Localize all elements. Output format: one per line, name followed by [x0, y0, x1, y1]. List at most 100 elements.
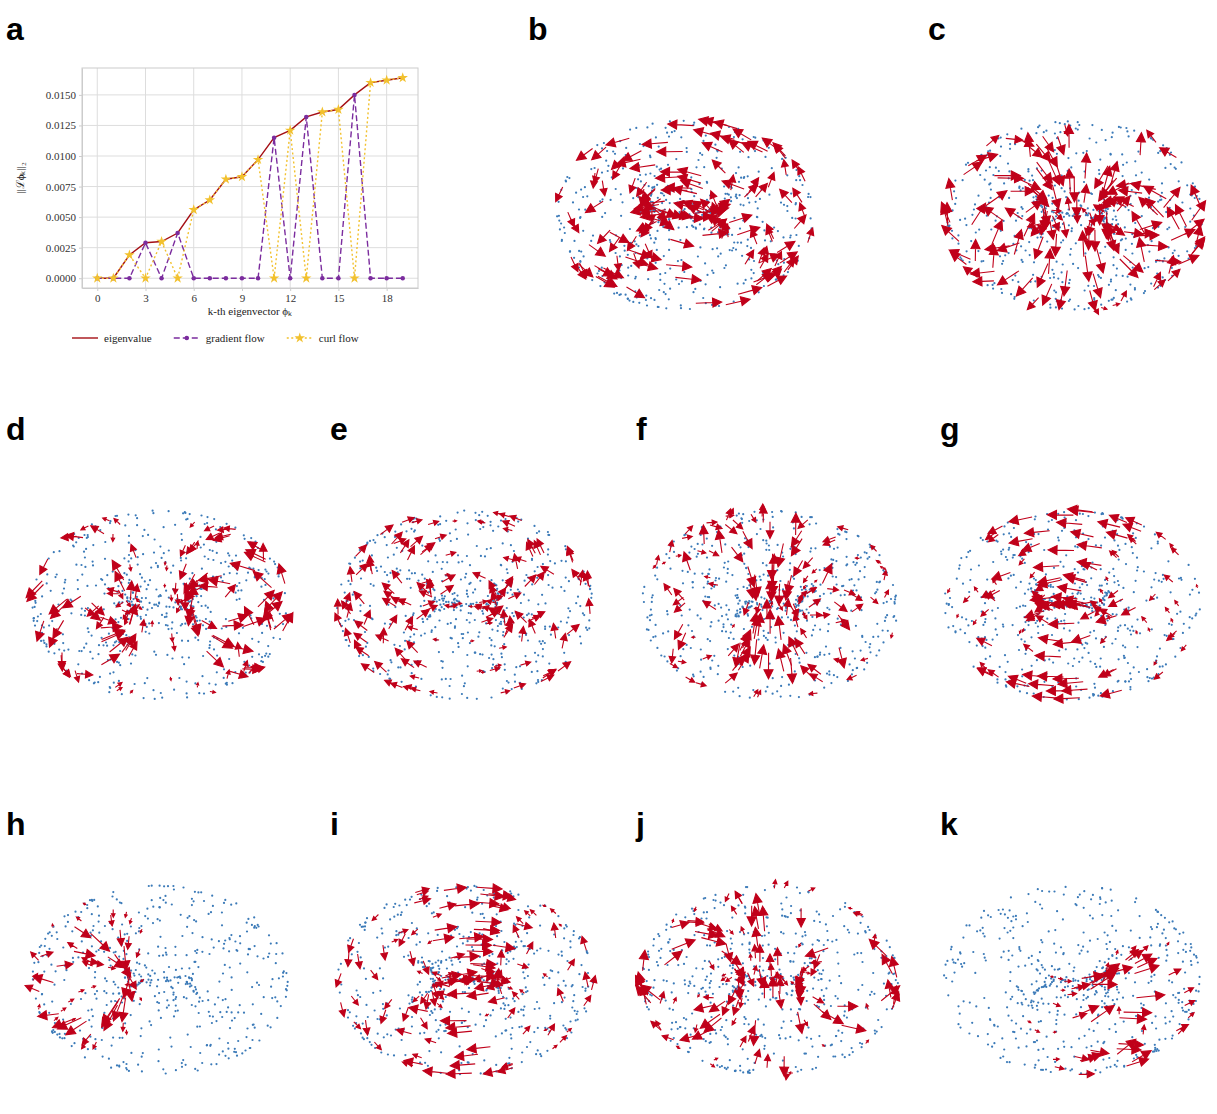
cloud-point [1068, 300, 1070, 302]
flow-arrow [1082, 209, 1087, 215]
cloud-point [647, 278, 649, 280]
cloud-point [954, 203, 956, 205]
tick-label: 9 [240, 292, 246, 304]
cloud-point [155, 588, 157, 590]
cloud-point [746, 245, 748, 247]
cloud-point [620, 215, 622, 217]
cloud-point [165, 624, 167, 626]
series-marker [156, 236, 166, 246]
cloud-point [780, 202, 782, 204]
cloud-point [1159, 199, 1161, 201]
cloud-point [1068, 215, 1070, 217]
series-marker [320, 276, 325, 281]
flow-arrow [1103, 166, 1112, 189]
cloud-point [1049, 307, 1051, 309]
cloud-point [1112, 264, 1114, 266]
cloud-point [724, 198, 726, 200]
cloud-point [1049, 303, 1051, 305]
cloud-point [624, 250, 626, 252]
cloud-point [677, 260, 679, 262]
flow-arrow [568, 212, 575, 227]
cloud-point [683, 271, 685, 273]
tick-label: 0.0125 [46, 119, 77, 131]
cloud-point [1091, 193, 1093, 195]
cloud-point [768, 147, 770, 149]
panel-letter: f [636, 411, 647, 447]
cloud-point [108, 633, 110, 635]
cloud-point [771, 167, 773, 169]
cloud-point [656, 249, 658, 251]
cloud-point [166, 612, 168, 614]
cloud-point [558, 201, 560, 203]
cloud-point [621, 201, 623, 203]
flow-arrow [207, 651, 224, 667]
cloud-point [741, 255, 743, 257]
cloud-point [1067, 213, 1069, 215]
cloud-point [1130, 297, 1132, 299]
cloud-point [747, 156, 749, 158]
cloud-point [694, 288, 696, 290]
panel-letter: b [528, 11, 548, 47]
cloud-point [150, 567, 152, 569]
cloud-point [128, 579, 130, 581]
flow-arrow [1026, 201, 1042, 213]
cloud-point [959, 219, 961, 221]
flow-arrow [1121, 291, 1126, 301]
cloud-point [35, 602, 37, 604]
cloud-point [261, 632, 263, 634]
cloud-point [236, 572, 238, 574]
cloud-point [1049, 277, 1051, 279]
cloud-point [1113, 256, 1115, 258]
flow-arrow [794, 215, 806, 229]
cloud-point [716, 157, 718, 159]
cloud-point [622, 167, 624, 169]
cloud-point [995, 167, 997, 169]
cloud-point [655, 136, 657, 138]
cloud-point [657, 197, 659, 199]
cloud-point [1075, 152, 1077, 154]
cloud-point [95, 584, 97, 586]
plot-marks [92, 72, 408, 282]
tick-label: 0 [95, 292, 101, 304]
cloud-point [1125, 127, 1127, 129]
cloud-point [282, 623, 284, 625]
cloud-point [763, 229, 765, 231]
cloud-point [649, 234, 651, 236]
cloud-point [748, 202, 750, 204]
flow-arrow [1091, 230, 1100, 251]
flow-arrow [1081, 184, 1089, 202]
tick-label: 12 [285, 292, 296, 304]
cloud-point [1070, 166, 1072, 168]
cloud-point [104, 558, 106, 560]
cloud-point [731, 234, 733, 236]
flow-arrow [226, 670, 230, 679]
cloud-point [625, 147, 627, 149]
flow-arrow [577, 149, 593, 161]
grid [82, 68, 418, 288]
cloud-point [215, 684, 217, 686]
flow-arrow [773, 143, 786, 156]
cloud-point [272, 637, 274, 639]
cloud-point [1115, 274, 1117, 276]
cloud-point [664, 272, 666, 274]
flow-arrow [1160, 148, 1177, 158]
cloud-point [1037, 126, 1039, 128]
cloud-point [240, 589, 242, 591]
cloud-point [1006, 133, 1008, 135]
cloud-point [272, 597, 274, 599]
cloud-point [951, 230, 953, 232]
cloud-point [747, 175, 749, 177]
flow-arrow [224, 526, 236, 531]
cloud-point [781, 158, 783, 160]
cloud-point [142, 535, 144, 537]
cloud-point [1175, 168, 1177, 170]
cloud-point [635, 243, 637, 245]
cloud-point [109, 673, 111, 675]
cloud-point [583, 255, 585, 257]
cloud-point [957, 243, 959, 245]
cloud-point [1126, 130, 1128, 132]
cloud-point [740, 177, 742, 179]
flow-arrow [627, 236, 636, 250]
cloud-point [558, 220, 560, 222]
cloud-point [658, 306, 660, 308]
